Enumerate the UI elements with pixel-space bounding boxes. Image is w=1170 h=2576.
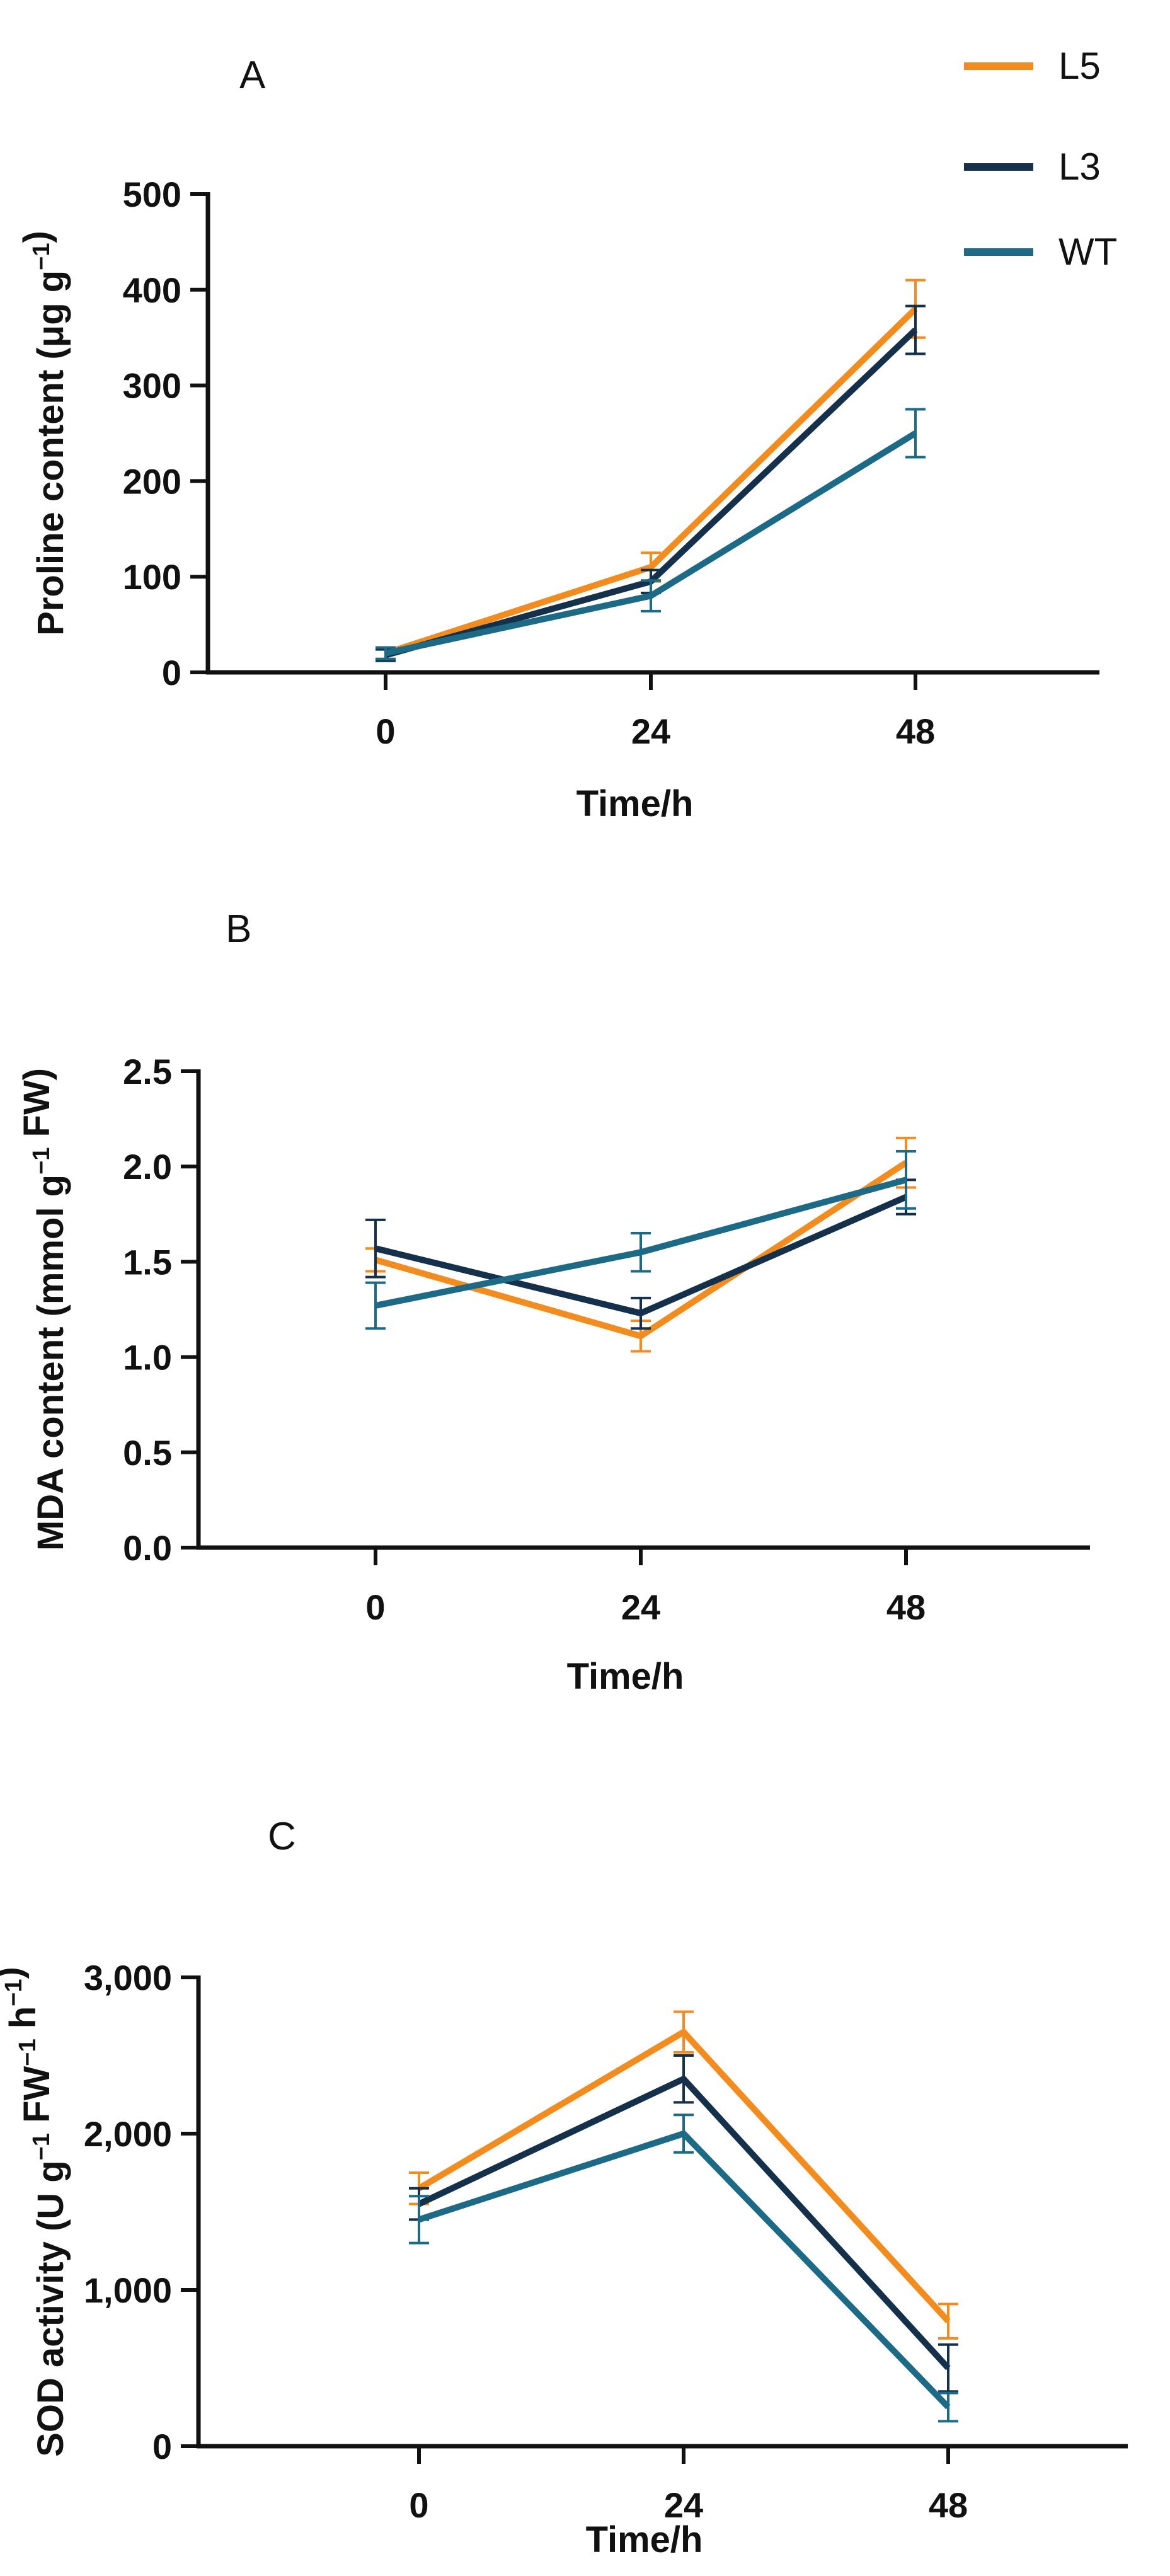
x-tick-label: 48 (896, 711, 935, 751)
x-tick-label: 0 (409, 2485, 428, 2525)
legend-label-l3: L3 (1058, 146, 1101, 188)
y-axis-title-part: FW (16, 2066, 57, 2133)
series-line-l3 (374, 1194, 908, 1317)
y-axis-title: SOD activity (U g−1 FW−1 h−1) (0, 1967, 71, 2457)
legend-item-l3: L3 (964, 146, 1101, 188)
x-tick-label: 48 (929, 2485, 968, 2525)
y-axis-title: MDA content (mmol g−1 FW) (16, 1068, 71, 1551)
y-tick-label: 2.0 (123, 1147, 172, 1187)
y-tick-label: 1.5 (123, 1242, 172, 1282)
x-axis-title: Time/h (586, 2519, 703, 2560)
series-line-wt (375, 1176, 907, 1309)
x-tick-label: 24 (631, 711, 670, 751)
y-axis-title-superscript: −1 (28, 2133, 55, 2160)
legend-label-l5: L5 (1058, 45, 1101, 87)
y-axis-title-superscript: −1 (28, 1147, 55, 1175)
panel-c: C 0 1,000 2,000 3,000 0 24 48 Time/h SOD activity… (0, 1815, 1128, 2560)
error-bar-l3 (365, 1218, 386, 1279)
legend: L5 L3 WT (964, 45, 1117, 273)
x-axis-title: Time/h (576, 783, 694, 824)
x-tick-label: 24 (664, 2485, 703, 2525)
y-axis-title-part: SOD activity (U g (30, 2160, 71, 2457)
y-tick-label: 2.5 (123, 1052, 172, 1091)
legend-item-wt: WT (964, 231, 1117, 273)
y-tick-label: 2,000 (84, 2114, 172, 2154)
y-tick-label: 400 (123, 270, 181, 310)
x-tick-label: 0 (376, 711, 395, 751)
y-axis-title-superscript: −1 (1, 1979, 27, 2006)
y-tick-label: 100 (123, 557, 181, 597)
series-wt (365, 1150, 916, 1330)
x-axis-title: Time/h (567, 1656, 684, 1697)
panel-label-a: A (239, 54, 266, 97)
series-line-wt (384, 430, 917, 657)
y-tick-label: 1.0 (123, 1338, 172, 1377)
y-axis-title-part: ) (0, 1967, 30, 1979)
panel-b: B 0.0 0.5 1.0 1.5 2.0 2.5 0 24 48 Time/h MDA conten… (16, 907, 1090, 1697)
series-l3 (409, 2054, 958, 2393)
legend-item-l5: L5 (964, 45, 1101, 87)
series-line-l3 (417, 2075, 951, 2371)
y-tick-label: 0.5 (123, 1433, 172, 1473)
error-bar-l3 (905, 304, 926, 355)
panel-label-b: B (226, 907, 251, 951)
y-axis-title-part: ) (16, 231, 57, 243)
y-axis-title-part: Proline content (μg g (30, 270, 71, 636)
series-wt (376, 408, 926, 660)
y-axis-title: Proline content (μg g−1) (16, 231, 71, 636)
x-tick-label: 0 (365, 1587, 385, 1627)
panel-a: A 0 100 200 300 400 500 0 24 48 Time/h Proline cont… (16, 54, 1099, 824)
y-tick-label: 500 (123, 175, 181, 214)
y-tick-label: 0 (162, 653, 181, 693)
series-line-l5 (384, 306, 918, 657)
series-line-wt (418, 2130, 951, 2410)
y-axis-title-part: MDA content (mmol g (30, 1175, 71, 1551)
y-tick-label: 0.0 (123, 1528, 172, 1568)
y-tick-label: 3,000 (84, 1958, 172, 1998)
legend-label-wt: WT (1058, 231, 1117, 273)
y-axis-title-part: FW) (16, 1068, 57, 1147)
panel-label-c: C (268, 1815, 296, 1858)
y-tick-label: 0 (152, 2427, 172, 2466)
y-tick-label: 300 (123, 366, 181, 406)
y-axis-title-superscript: −1 (14, 2038, 41, 2066)
x-tick-label: 24 (621, 1587, 660, 1627)
y-tick-label: 1,000 (84, 2270, 172, 2310)
x-tick-label: 48 (886, 1587, 926, 1627)
y-tick-label: 200 (123, 461, 181, 501)
series-line-l5 (417, 2028, 951, 2323)
y-axis-title-part: h (3, 2006, 43, 2039)
y-axis-title-superscript: −1 (28, 243, 55, 270)
series-wt (409, 2113, 958, 2423)
